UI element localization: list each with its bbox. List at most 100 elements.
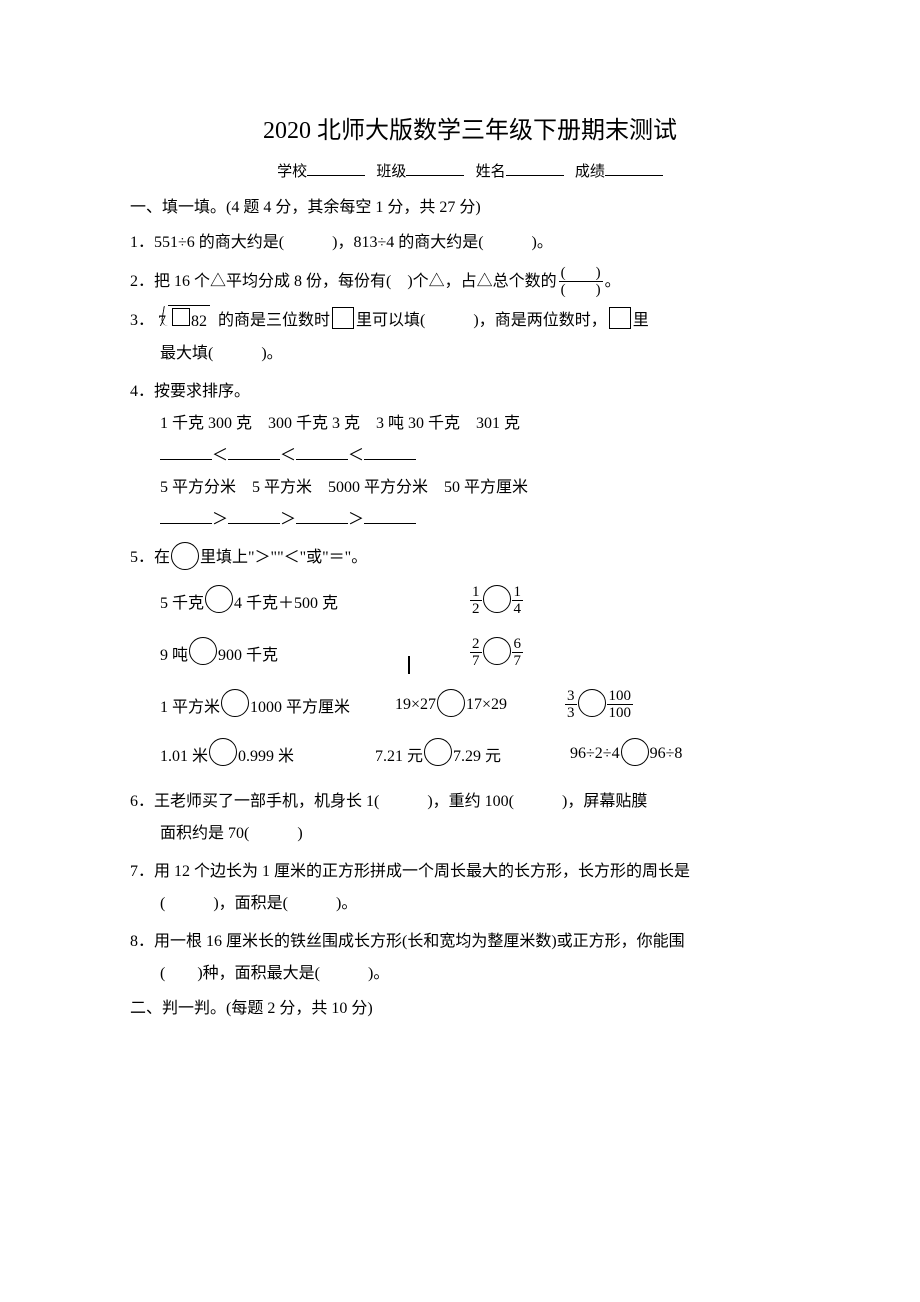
gt: ＞: [348, 511, 364, 528]
circle-icon: [621, 738, 649, 766]
q5-r4c1: 1.01 米 0.999 米: [160, 740, 375, 768]
class-label: 班级: [376, 164, 406, 180]
q3-line2: 最大填( )。: [130, 338, 810, 370]
q4-lt-line: ＜＜＜: [130, 440, 810, 472]
circle-icon: [483, 585, 511, 613]
q5-row4: 1.01 米 0.999 米 7.21 元 7.29 元 96÷2÷4 96÷8: [160, 740, 810, 768]
q5-row1: 5 千克4 千克＋500 克 1214: [160, 584, 810, 618]
q2-frac-num: ( ): [559, 265, 603, 282]
q2: 2．把 16 个△平均分成 8 份，每份有( )个△，占△总个数的 ( ) ( …: [130, 265, 810, 299]
q5-text-b: 里填上"＞""＜"或"＝"。: [200, 542, 367, 574]
q4-line3: 5 平方分米 5 平方米 5000 平方分米 50 平方厘米: [130, 472, 810, 504]
circle-icon: [221, 689, 249, 717]
q5-r3c3: 33 100100: [565, 688, 633, 722]
text: 7.29 元: [453, 742, 501, 766]
den: 2: [470, 600, 482, 618]
q5-text-a: 5．在: [130, 542, 170, 574]
fraction: 27: [470, 636, 482, 670]
fraction: 33: [565, 688, 577, 722]
q8-line1: 8．用一根 16 厘米长的铁丝围成长方形(长和宽均为整厘米数)或正方形，你能围: [130, 933, 685, 950]
q4: 4．按要求排序。 1 千克 300 克 300 千克 3 克 3 吨 30 千克…: [130, 376, 810, 536]
q4-heading: 4．按要求排序。: [130, 376, 810, 408]
gt: ＞: [280, 511, 296, 528]
num: 3: [565, 688, 577, 705]
blank: [160, 507, 212, 524]
num: 1: [470, 584, 482, 601]
circle-icon: [424, 738, 452, 766]
circle-icon: [437, 689, 465, 717]
q4-gt-line: ＞＞＞: [130, 504, 810, 536]
name-label: 姓名: [476, 164, 506, 180]
den: 4: [512, 600, 524, 618]
num: 6: [512, 636, 524, 653]
q3-text-c: 里可以填( )，商是两位数时，: [356, 312, 607, 329]
exam-page: 2020 北师大版数学三年级下册期末测试 学校 班级 姓名 成绩 一、填一填。(…: [0, 0, 920, 1302]
section-1-heading: 一、填一填。(4 题 4 分，其余每空 1 分，共 27 分): [130, 195, 810, 221]
q2-end: 。: [605, 266, 621, 298]
q6-line1: 6．王老师买了一部手机，机身长 1( )，重约 100( )，屏幕贴膜: [130, 793, 647, 810]
text: 1.01 米: [160, 742, 208, 766]
circle-icon: [578, 689, 606, 717]
text: 5 千克: [160, 589, 204, 613]
q5-r4c3: 96÷2÷4 96÷8: [570, 740, 682, 768]
class-blank: [406, 159, 464, 176]
score-label: 成绩: [575, 164, 605, 180]
den: 7: [512, 652, 524, 670]
fraction: 12: [470, 584, 482, 618]
fraction: 100100: [607, 688, 634, 722]
lt: ＜: [280, 447, 296, 464]
num: 2: [470, 636, 482, 653]
q5-row3: 1 平方米 1000 平方厘米 19×2717×29 33 100100: [160, 688, 810, 722]
q2-frac-den: ( ): [559, 281, 603, 299]
text: 900 千克: [218, 641, 278, 665]
text-cursor-icon: [408, 656, 410, 674]
blank: [160, 443, 212, 460]
q3-text-d: 里: [633, 312, 649, 329]
q3: 3． 782 的商是三位数时 里可以填( )，商是两位数时， 里 最大填( )。: [130, 305, 810, 370]
name-blank: [506, 159, 564, 176]
num: 100: [607, 688, 634, 705]
q5-r1c2: 1214: [470, 584, 523, 618]
fraction: 67: [512, 636, 524, 670]
q8-line2: ( )种，面积最大是( )。: [130, 958, 810, 990]
lt: ＜: [212, 447, 228, 464]
text: 1 平方米: [160, 693, 220, 717]
q5-r3c2: 19×2717×29: [395, 691, 565, 719]
q7-line2: ( )，面积是( )。: [130, 888, 810, 920]
den: 3: [565, 704, 577, 722]
text: 0.999 米: [238, 742, 294, 766]
q5-row2: 9 吨900 千克 2767: [160, 636, 810, 670]
q3-longdivision: 782: [158, 305, 210, 338]
blank: [228, 443, 280, 460]
q3-box-1: [332, 307, 354, 329]
text: 96÷8: [650, 745, 683, 763]
den: 100: [607, 704, 634, 722]
text: 96÷2÷4: [570, 745, 620, 763]
q6: 6．王老师买了一部手机，机身长 1( )，重约 100( )，屏幕贴膜 面积约是…: [130, 786, 810, 850]
q5-r1c1: 5 千克 4 千克＋500 克: [160, 587, 470, 615]
q6-line2: 面积约是 70( ): [130, 818, 810, 850]
school-blank: [307, 159, 365, 176]
q1: 1．551÷6 的商大约是( )，813÷4 的商大约是( )。: [130, 227, 810, 259]
text: 4 千克＋500 克: [234, 589, 338, 613]
circle-icon: [189, 637, 217, 665]
school-label: 学校: [277, 164, 307, 180]
q2-fraction: ( ) ( ): [559, 265, 603, 299]
q4-line1: 1 千克 300 克 300 千克 3 克 3 吨 30 千克 301 克: [130, 408, 810, 440]
q7-line1: 7．用 12 个边长为 1 厘米的正方形拼成一个周长最大的长方形，长方形的周长是: [130, 863, 690, 880]
q5-r3c1: 1 平方米 1000 平方厘米: [160, 691, 395, 719]
circle-icon: [205, 585, 233, 613]
q3-dividend: 82: [168, 305, 210, 338]
fraction: 14: [512, 584, 524, 618]
q7: 7．用 12 个边长为 1 厘米的正方形拼成一个周长最大的长方形，长方形的周长是…: [130, 856, 810, 920]
text: 7.21 元: [375, 742, 423, 766]
q3-dividend-box: [172, 308, 190, 326]
blank: [364, 507, 416, 524]
blank: [228, 507, 280, 524]
q3-num: 3．: [130, 312, 154, 329]
circle-icon: [483, 637, 511, 665]
text: 1000 平方厘米: [250, 693, 350, 717]
q2-text: 2．把 16 个△平均分成 8 份，每份有( )个△，占△总个数的: [130, 266, 557, 298]
q5-r4c2: 7.21 元 7.29 元: [375, 740, 570, 768]
q3-text-b: 的商是三位数时: [218, 312, 330, 329]
